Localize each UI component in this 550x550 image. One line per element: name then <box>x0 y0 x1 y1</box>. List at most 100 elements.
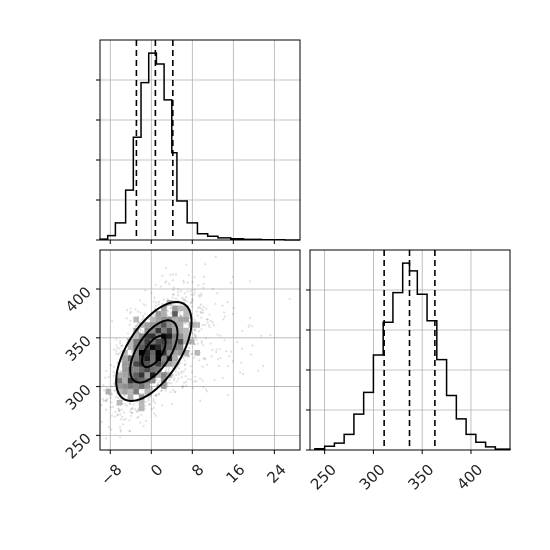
scatter-point <box>202 357 205 360</box>
scatter-point <box>121 415 124 418</box>
density-cell <box>122 366 128 373</box>
scatter-point <box>114 410 117 414</box>
scatter-point <box>191 352 194 355</box>
scatter-point <box>115 352 118 355</box>
scatter-point <box>105 369 108 373</box>
density-cell <box>150 333 156 339</box>
scatter-point <box>242 372 245 375</box>
scatter-point <box>155 394 158 397</box>
scatter-point <box>197 284 200 287</box>
scatter-point <box>177 377 180 380</box>
marginal-y-frame <box>309 249 511 451</box>
scatter-point <box>105 398 108 401</box>
density-cell <box>144 338 150 345</box>
contour-middle <box>129 319 179 384</box>
scatter-point <box>172 288 175 292</box>
scatter-point <box>147 397 150 400</box>
scatter-point <box>120 345 123 348</box>
scatter-point <box>247 326 250 329</box>
scatter-point <box>128 402 132 405</box>
density-cell <box>172 333 178 339</box>
scatter-point <box>167 368 171 371</box>
scatter-point <box>109 364 113 367</box>
scatter-point <box>215 348 218 351</box>
scatter-point <box>147 399 150 402</box>
scatter-point <box>191 298 194 301</box>
scatter-point <box>187 355 190 358</box>
scatter-point <box>222 318 225 321</box>
scatter-point <box>172 374 175 377</box>
joint-ytick-label: 300 <box>62 381 95 414</box>
scatter-point <box>159 285 162 288</box>
scatter-point <box>152 400 155 403</box>
density-cell <box>133 388 139 395</box>
density-cell <box>122 355 128 362</box>
scatter-point <box>109 406 113 409</box>
density-cell <box>183 305 189 312</box>
scatter-point <box>113 383 116 386</box>
scatter-point <box>129 310 132 313</box>
density-cell <box>172 355 178 362</box>
scatter-point <box>196 342 199 345</box>
scatter-point <box>239 371 242 374</box>
density-cell <box>144 383 150 389</box>
scatter-point <box>179 314 182 317</box>
scatter-point <box>129 402 132 405</box>
scatter-point <box>200 316 203 319</box>
density-cell <box>150 366 156 373</box>
density-cell <box>172 350 178 356</box>
marginal-x-histogram-step <box>99 52 300 241</box>
density-cell <box>194 322 200 328</box>
scatter-point <box>172 286 175 289</box>
scatter-point <box>183 355 187 358</box>
scatter-point <box>148 403 151 406</box>
density-cell <box>155 311 162 317</box>
scatter-point <box>155 301 158 304</box>
scatter-point <box>192 293 195 296</box>
scatter-point <box>174 297 177 300</box>
scatter-point <box>227 365 230 368</box>
scatter-point <box>119 350 122 353</box>
scatter-point <box>115 338 118 341</box>
scatter-point <box>124 403 127 406</box>
density-cell <box>172 338 178 345</box>
scatter-point <box>193 334 197 337</box>
scatter-point <box>136 416 139 419</box>
scatter-point <box>129 307 132 310</box>
scatter-point <box>226 393 229 397</box>
density-cell <box>122 383 128 389</box>
scatter-point <box>269 333 272 337</box>
scatter-point <box>177 373 180 376</box>
scatter-point <box>118 425 122 429</box>
scatter-point <box>198 330 201 333</box>
scatter-point <box>104 376 107 379</box>
scatter-point <box>122 423 125 426</box>
scatter-point <box>150 291 153 295</box>
scatter-point <box>115 344 118 347</box>
scatter-point <box>208 324 211 327</box>
density-cell <box>166 322 173 328</box>
density-cell <box>177 322 184 328</box>
scatter-point <box>193 336 197 339</box>
density-cell <box>155 372 162 378</box>
density-cell <box>127 344 134 350</box>
scatter-point <box>157 383 160 386</box>
scatter-point <box>110 428 113 431</box>
scatter-point <box>167 370 170 373</box>
scatter-point <box>187 274 190 277</box>
scatter-point <box>189 378 192 381</box>
density-cell <box>177 333 184 339</box>
scatter-point <box>169 390 172 394</box>
scatter-point <box>164 281 167 284</box>
scatter-point <box>183 364 187 367</box>
contour-inner <box>141 334 167 368</box>
scatter-point <box>156 383 159 387</box>
scatter-point <box>187 346 190 349</box>
density-cell <box>138 350 145 356</box>
density-cell <box>138 344 145 350</box>
scatter-point <box>144 304 147 307</box>
density-cell <box>150 322 156 328</box>
scatter-point <box>166 383 169 386</box>
scatter-point <box>142 316 145 320</box>
